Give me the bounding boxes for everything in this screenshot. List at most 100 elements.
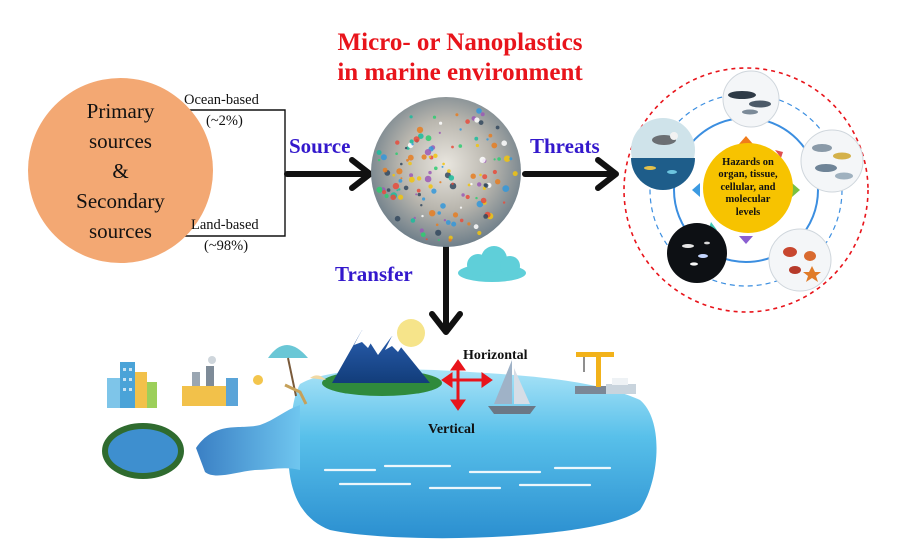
river-lake: [102, 405, 300, 479]
crustaceans-thumbnail: [768, 228, 832, 292]
hazard-line-2: organ, tissue,: [718, 169, 778, 181]
plastic-speck: [395, 140, 400, 145]
plastic-speck: [459, 206, 463, 209]
threats-arrow: [522, 157, 619, 191]
plankton-thumbnail: [667, 223, 727, 283]
plastic-speck: [400, 162, 403, 166]
plastic-speck: [392, 182, 400, 190]
plastic-speck: [411, 143, 414, 146]
plastic-speck: [443, 219, 447, 222]
plastic-speck: [451, 182, 454, 185]
threats-label: Threats: [530, 134, 600, 158]
plastic-speck: [449, 182, 457, 190]
plastic-speck: [502, 201, 506, 204]
plastic-speck: [480, 197, 487, 204]
plastic-speck: [439, 181, 442, 184]
plastic-speck: [475, 196, 478, 200]
plastic-speck: [473, 224, 479, 230]
ocean-scene: [288, 369, 657, 539]
plastic-speck: [424, 175, 432, 183]
plastic-speck: [417, 192, 421, 197]
plastic-speck: [404, 146, 408, 150]
plastic-speck: [425, 135, 432, 142]
plastic-speck: [376, 150, 382, 155]
plastic-speck: [382, 167, 388, 173]
plastic-speck: [452, 212, 459, 218]
plastic-speck: [420, 204, 423, 207]
plastic-speck: [480, 112, 485, 117]
sources-line-2: sources: [89, 128, 152, 153]
plastic-speck: [448, 238, 452, 242]
plastic-speck: [410, 218, 416, 223]
plastic-speck: [493, 158, 496, 161]
ocean-based-percent: (~2%): [206, 113, 243, 129]
plastic-speck: [440, 203, 446, 209]
vertical-label: Vertical: [428, 422, 475, 437]
plastic-speck: [470, 173, 476, 179]
sources-line-3: &: [112, 158, 129, 183]
plastic-speck: [503, 155, 511, 162]
port-icon: [575, 352, 636, 394]
plastic-speck: [398, 194, 404, 200]
fish-thumbnail: [800, 129, 864, 193]
plastic-speck: [429, 210, 436, 217]
plastic-speck: [408, 176, 415, 183]
plastic-speck: [478, 120, 484, 125]
plastic-speck: [409, 115, 413, 119]
plastic-speck: [483, 183, 488, 187]
plastic-speck: [419, 228, 424, 233]
diagram-title: Micro- or Nanoplastics in marine environ…: [250, 28, 670, 88]
plastic-speck: [451, 145, 454, 149]
plastic-speck: [474, 136, 479, 141]
title-line-2: in marine environment: [337, 59, 583, 86]
plastic-speck: [447, 169, 451, 173]
plastic-speck: [439, 121, 443, 125]
plastic-speck: [380, 154, 387, 161]
plastic-speck: [407, 154, 414, 161]
hazard-line-3: cellular, and: [720, 181, 776, 193]
plastic-speck: [409, 139, 414, 144]
plastic-speck: [386, 188, 391, 192]
plastic-speck: [384, 193, 389, 199]
sources-line-5: sources: [89, 218, 152, 243]
plastic-speck: [431, 188, 437, 194]
source-label: Source: [289, 134, 351, 158]
plastic-speck: [413, 136, 420, 143]
plastic-speck: [488, 133, 493, 138]
land-based-percent: (~98%): [204, 238, 249, 254]
plastic-speck: [428, 184, 433, 189]
plastic-speck: [474, 117, 480, 123]
plastic-speck: [432, 115, 437, 119]
ocean-based-label: Ocean-based: [184, 92, 259, 108]
plastic-speck: [479, 156, 486, 163]
plastic-speck: [421, 214, 424, 218]
plastic-speck: [395, 152, 398, 155]
transfer-label: Transfer: [335, 262, 413, 286]
plastic-speck: [465, 119, 470, 124]
plastic-speck: [434, 166, 438, 171]
plastic-speck: [445, 220, 451, 225]
plastic-speck: [396, 189, 399, 192]
plastic-speck: [497, 157, 501, 161]
seabird-thumbnail: [631, 118, 695, 190]
plastic-speck: [482, 186, 486, 190]
hazard-line-1: Hazards on: [722, 156, 774, 168]
plastic-speck: [502, 185, 510, 193]
plastic-speck: [467, 183, 471, 187]
plastic-speck: [482, 174, 488, 180]
plastic-speck: [451, 221, 457, 227]
plastic-speck: [396, 168, 403, 175]
plastic-speck: [376, 186, 383, 193]
direction-arrows: [441, 359, 493, 411]
plastic-speck: [467, 222, 471, 226]
mountain-island: [322, 319, 442, 396]
plastic-speck: [437, 211, 442, 215]
plastic-speck: [512, 171, 518, 177]
plastic-speck: [455, 113, 459, 117]
plastic-speck: [448, 175, 455, 181]
plastic-speck: [442, 162, 445, 166]
plastic-speck: [428, 170, 432, 175]
plastic-speck: [415, 193, 418, 196]
plastic-speck: [492, 169, 497, 175]
